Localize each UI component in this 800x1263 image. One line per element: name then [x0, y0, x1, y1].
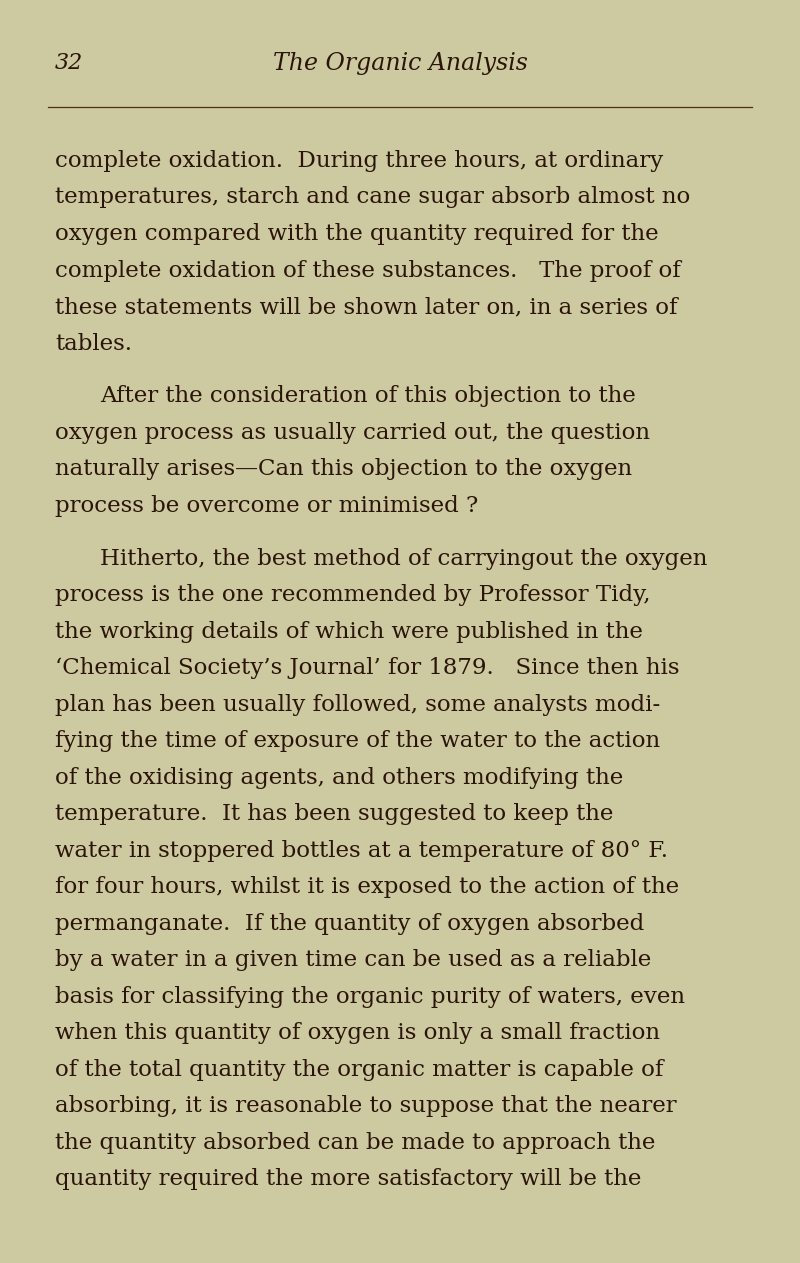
- Text: absorbing, it is reasonable to suppose that the nearer: absorbing, it is reasonable to suppose t…: [55, 1095, 677, 1118]
- Text: process be overcome or minimised ?: process be overcome or minimised ?: [55, 495, 478, 517]
- Text: oxygen compared with the quantity required for the: oxygen compared with the quantity requir…: [55, 224, 658, 245]
- Text: of the total quantity the organic matter is capable of: of the total quantity the organic matter…: [55, 1058, 663, 1081]
- Text: The Organic Analysis: The Organic Analysis: [273, 52, 527, 75]
- Text: of the oxidising agents, and others modifying the: of the oxidising agents, and others modi…: [55, 767, 623, 789]
- Text: these statements will be shown later on, in a series of: these statements will be shown later on,…: [55, 296, 678, 318]
- Text: complete oxidation of these substances.   The proof of: complete oxidation of these substances. …: [55, 259, 681, 282]
- Text: complete oxidation.  During three hours, at ordinary: complete oxidation. During three hours, …: [55, 150, 663, 172]
- Text: the quantity absorbed can be made to approach the: the quantity absorbed can be made to app…: [55, 1132, 655, 1154]
- Text: water in stoppered bottles at a temperature of 80° F.: water in stoppered bottles at a temperat…: [55, 840, 668, 861]
- Text: After the consideration of this objection to the: After the consideration of this objectio…: [100, 385, 636, 408]
- Text: tables.: tables.: [55, 332, 132, 355]
- Text: temperatures, starch and cane sugar absorb almost no: temperatures, starch and cane sugar abso…: [55, 187, 690, 208]
- Text: plan has been usually followed, some analysts modi-: plan has been usually followed, some ana…: [55, 693, 660, 716]
- Text: basis for classifying the organic purity of waters, even: basis for classifying the organic purity…: [55, 986, 685, 1008]
- Text: fying the time of exposure of the water to the action: fying the time of exposure of the water …: [55, 730, 660, 753]
- Text: temperature.  It has been suggested to keep the: temperature. It has been suggested to ke…: [55, 803, 614, 825]
- Text: ‘Chemical Society’s Journal’ for 1879.   Since then his: ‘Chemical Society’s Journal’ for 1879. S…: [55, 657, 679, 679]
- Text: by a water in a given time can be used as a reliable: by a water in a given time can be used a…: [55, 950, 651, 971]
- Text: quantity required the more satisfactory will be the: quantity required the more satisfactory …: [55, 1168, 642, 1190]
- Text: oxygen process as usually carried out, the question: oxygen process as usually carried out, t…: [55, 422, 650, 443]
- Text: the working details of which were published in the: the working details of which were publis…: [55, 621, 643, 643]
- Text: when this quantity of oxygen is only a small fraction: when this quantity of oxygen is only a s…: [55, 1022, 660, 1045]
- Text: Hitherto, the best method of carryingout the oxygen: Hitherto, the best method of carryingout…: [100, 548, 707, 570]
- Text: for four hours, whilst it is exposed to the action of the: for four hours, whilst it is exposed to …: [55, 877, 679, 898]
- Text: permanganate.  If the quantity of oxygen absorbed: permanganate. If the quantity of oxygen …: [55, 913, 644, 935]
- Text: process is the one recommended by Professor Tidy,: process is the one recommended by Profes…: [55, 585, 650, 606]
- Text: naturally arises—Can this objection to the oxygen: naturally arises—Can this objection to t…: [55, 458, 632, 480]
- Text: 32: 32: [55, 52, 83, 75]
